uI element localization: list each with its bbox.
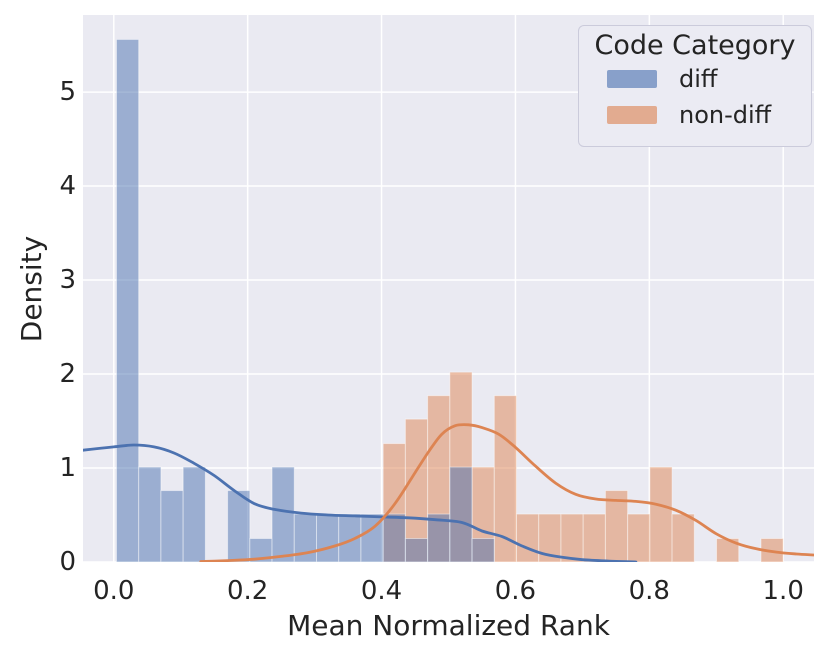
y-tick-label: 2 (59, 359, 76, 390)
legend-item-label: non-diff (679, 101, 772, 129)
non-diff-swatch-icon (607, 106, 657, 124)
y-tick-label: 5 (59, 77, 76, 108)
y-tick-label: 1 (59, 453, 76, 483)
x-axis-label: Mean Normalized Rank (287, 609, 610, 642)
y-tick-label: 0 (59, 547, 76, 577)
x-tick-label: 0.4 (360, 576, 403, 606)
diff-swatch-icon (607, 70, 657, 88)
legend-item-diff: diff (579, 61, 811, 97)
legend-item-non-diff: non-diff (579, 97, 811, 133)
legend-title: Code Category (594, 30, 796, 61)
y-tick-label: 3 (59, 265, 76, 296)
legend-item-label: diff (679, 65, 718, 93)
bars-diff (115, 38, 495, 562)
x-tick-label: 0.8 (628, 576, 670, 606)
legend: Code Category diff non-diff (578, 25, 812, 147)
kde-curve-non-diff (199, 423, 814, 562)
x-tick-label: 0.0 (93, 576, 135, 606)
kde-curve-diff (83, 443, 638, 562)
y-axis-label: Density (15, 235, 48, 343)
x-tick-label: 0.2 (226, 576, 269, 606)
y-tick-label: 4 (59, 171, 76, 202)
x-tick-label: 1.0 (762, 576, 804, 606)
x-tick-label: 0.6 (494, 576, 537, 606)
